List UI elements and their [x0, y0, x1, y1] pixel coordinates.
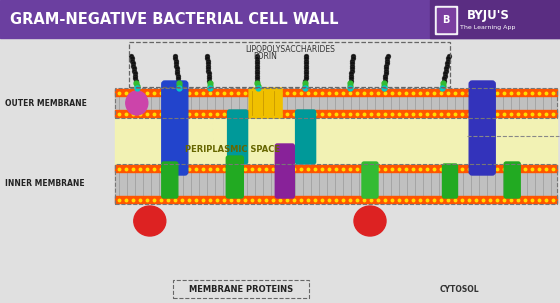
FancyBboxPatch shape: [469, 81, 495, 175]
Text: LIPOPOLYSACCHARIDES: LIPOPOLYSACCHARIDES: [245, 45, 335, 54]
FancyBboxPatch shape: [362, 162, 378, 198]
Ellipse shape: [354, 206, 386, 236]
Text: PERIPLASMIC SPACE: PERIPLASMIC SPACE: [185, 145, 280, 154]
Bar: [115, 110, 557, 117]
Bar: [115, 117, 557, 165]
Bar: [115, 165, 557, 203]
Bar: [115, 89, 557, 117]
Bar: [0, 38, 560, 303]
FancyBboxPatch shape: [276, 144, 295, 198]
Ellipse shape: [126, 91, 148, 115]
Text: B: B: [442, 15, 450, 25]
FancyBboxPatch shape: [226, 156, 243, 198]
FancyBboxPatch shape: [504, 162, 520, 198]
Text: OUTER MEMBRANE: OUTER MEMBRANE: [5, 98, 87, 108]
Bar: [435, 6, 457, 34]
Bar: [115, 196, 557, 203]
FancyBboxPatch shape: [227, 110, 248, 164]
FancyBboxPatch shape: [271, 88, 282, 118]
FancyBboxPatch shape: [260, 88, 271, 118]
Text: MEMBRANE PROTEINS: MEMBRANE PROTEINS: [189, 285, 293, 294]
Text: The Learning App: The Learning App: [460, 25, 516, 31]
Bar: [115, 165, 557, 172]
Bar: [430, 0, 560, 38]
FancyBboxPatch shape: [442, 164, 458, 198]
FancyBboxPatch shape: [162, 162, 178, 198]
Text: INNER MEMBRANE: INNER MEMBRANE: [5, 179, 85, 188]
Bar: [0, 0, 560, 38]
Text: BYJU'S: BYJU'S: [466, 9, 510, 22]
Text: CYTOSOL: CYTOSOL: [440, 285, 479, 294]
Bar: [437, 8, 455, 32]
Text: GRAM-NEGATIVE BACTERIAL CELL WALL: GRAM-NEGATIVE BACTERIAL CELL WALL: [10, 12, 338, 26]
Text: PORIN: PORIN: [254, 52, 278, 61]
Bar: [115, 89, 557, 96]
FancyBboxPatch shape: [296, 110, 316, 164]
FancyBboxPatch shape: [249, 88, 260, 118]
Ellipse shape: [134, 206, 166, 236]
FancyBboxPatch shape: [162, 81, 188, 175]
